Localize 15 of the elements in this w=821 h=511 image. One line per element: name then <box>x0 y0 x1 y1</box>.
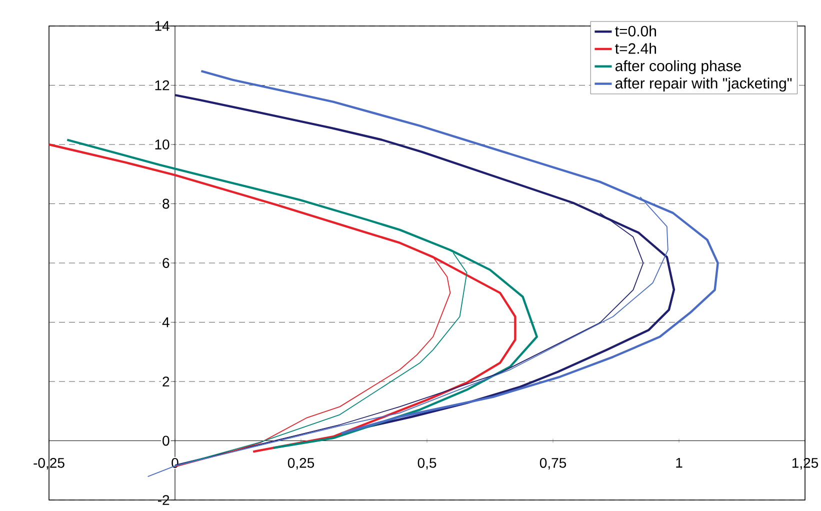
legend-label: after repair with "jacketing" <box>616 78 792 92</box>
y-tick-label: 4 <box>162 317 170 328</box>
x-tick-label: 1 <box>676 458 682 468</box>
x-tick-label: 0,5 <box>418 458 436 470</box>
y-tick-label: 8 <box>162 198 170 209</box>
x-tick-label: 0,75 <box>540 458 566 470</box>
y-tick-label: 6 <box>162 258 170 268</box>
y-tick-label: 2 <box>162 376 170 386</box>
x-tick-label: 0,25 <box>288 458 314 470</box>
y-tick-label: 10 <box>155 140 170 150</box>
legend-label: t=2.4h <box>615 42 656 54</box>
y-tick-label: 0 <box>162 436 170 446</box>
y-tick-label: 12 <box>155 80 170 90</box>
legend-label: after cooling phase <box>616 60 741 74</box>
legend-label: t=0.0h <box>615 25 656 36</box>
